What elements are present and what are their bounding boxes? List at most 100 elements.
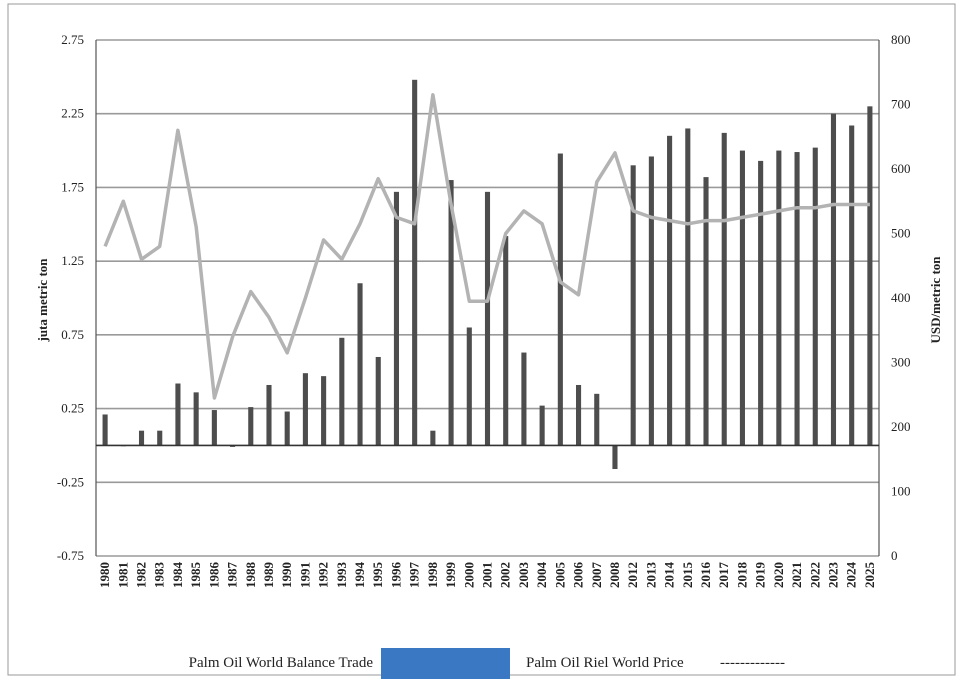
bar-2002 [503,236,509,446]
bar-1999 [448,180,454,446]
right-tick-label: 200 [891,419,911,434]
bar-2020 [776,150,782,446]
x-tick-label: 1980 [97,562,112,588]
bar-1989 [266,384,272,446]
x-tick-label: 2008 [607,562,622,589]
right-tick-label: 700 [891,97,911,112]
left-axis-ticks: 2.75 2.25 1.75 1.25 0.75 0.25 -0.25 -0.75 [57,32,84,563]
bar-2013 [648,156,654,446]
x-tick-label: 2023 [825,562,840,589]
x-tick-label: 1986 [206,562,221,589]
bar-2006 [575,384,582,446]
bar-2004 [539,405,545,446]
bar-1980 [102,414,108,446]
x-tick-label: 2014 [662,562,677,589]
bar-2024 [849,125,855,446]
x-tick-label: 1992 [316,562,331,588]
x-tick-label: 2025 [862,562,877,589]
bar-1986 [211,410,217,446]
x-tick-label: 1983 [152,562,167,589]
legend-line-marker: ------------- [720,655,785,671]
x-tick-label: 2024 [844,562,859,589]
legend-bar-swatch [381,648,510,679]
right-tick-label: 800 [891,32,911,47]
bar-1984 [175,383,181,446]
bar-2017 [721,132,727,446]
bar-2021 [794,152,800,446]
bar-1983 [157,430,163,446]
left-tick-label: 2.25 [61,106,84,121]
x-axis-ticks: 1980 1981 1982 1983 1984 1985 1986 1987 1988 1989… [97,562,877,589]
x-tick-label: 1999 [443,562,458,589]
left-tick-label: 2.75 [61,32,84,47]
x-tick-label: 2004 [534,562,549,589]
bar-2012 [630,165,636,446]
bar-2005 [557,153,563,446]
x-tick-label: 1984 [170,562,185,589]
x-tick-label: 1995 [370,562,385,589]
bar-2015 [685,128,691,446]
left-tick-label: 1.25 [61,253,84,268]
bar-2025 [867,106,873,446]
axes [95,40,880,556]
bar-2008 [612,445,618,470]
x-tick-label: 1994 [352,562,367,589]
x-tick-label: 1993 [334,562,349,589]
line-series [103,93,870,400]
left-tick-label: 0.25 [61,401,84,416]
bar-1990 [284,411,290,446]
left-tick-label: -0.25 [57,474,84,489]
bar-2018 [739,150,745,446]
x-tick-label: 1996 [388,562,403,589]
x-tick-label: 1990 [279,562,294,588]
legend: Palm Oil World Balance Trade Palm Oil Ri… [189,648,785,679]
left-axis-label: juta metric ton [35,258,50,343]
bar-1988 [248,407,254,446]
bar-1997 [412,79,418,446]
bar-1982 [138,430,145,446]
x-tick-label: 2006 [571,562,586,589]
x-tick-label: 2020 [771,562,786,588]
right-tick-label: 100 [891,484,911,499]
left-tick-label: -0.75 [57,548,84,563]
x-tick-label: 1989 [261,562,276,589]
bar-2023 [830,113,837,446]
right-axis-label: USD/metric ton [928,256,943,344]
right-tick-label: 0 [891,548,898,563]
x-tick-label: 2018 [734,562,749,589]
x-tick-label: 2019 [753,562,768,589]
left-tick-label: 0.75 [61,327,84,342]
x-tick-label: 2013 [643,562,658,589]
x-tick-label: 2000 [461,562,476,588]
x-tick-label: 2007 [589,562,604,589]
bar-1996 [393,191,400,446]
bar-2007 [594,393,600,446]
left-tick-label: 1.75 [61,179,84,194]
bar-2014 [667,135,673,446]
x-tick-label: 1981 [115,562,130,588]
bar-1991 [302,373,308,446]
x-tick-label: 1998 [425,562,440,589]
legend-line-label: Palm Oil Riel World Price [526,655,684,671]
x-tick-label: 2012 [625,562,640,588]
bar-series [102,79,873,470]
x-tick-label: 2017 [716,562,731,589]
right-tick-label: 600 [891,161,911,176]
right-axis-ticks: 800 700 600 500 400 300 200 100 0 [891,32,911,563]
x-tick-label: 2003 [516,562,531,589]
legend-bar-label: Palm Oil World Balance Trade [189,655,374,671]
bar-1998 [430,430,436,446]
x-tick-label: 1991 [297,562,312,588]
bar-1994 [357,283,363,446]
x-tick-label: 1982 [134,562,149,588]
bar-2019 [758,160,764,446]
bar-1993 [339,337,345,446]
bar-2000 [466,327,472,446]
x-tick-label: 1988 [243,562,258,589]
x-tick-label: 2015 [680,562,695,589]
right-tick-label: 500 [891,226,911,241]
bar-2016 [703,177,709,446]
bar-2001 [484,191,491,446]
x-tick-label: 1985 [188,562,203,589]
